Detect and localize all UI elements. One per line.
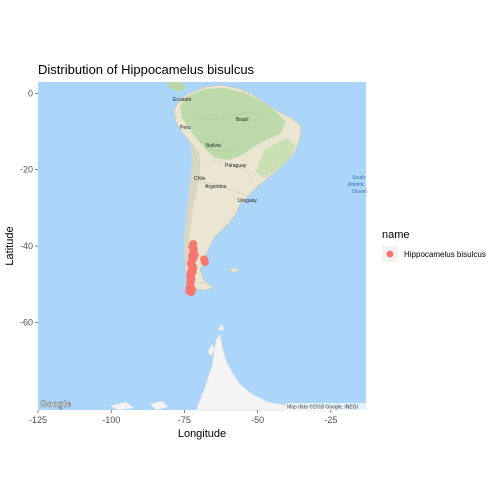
antarctica-islands: [109, 323, 225, 411]
basemap: Ecuador Brasil Peru Bolivia Paraguay Chi…: [38, 82, 367, 411]
ocean-label-line-2: Atlantic: [348, 182, 365, 188]
y-tick-label: 0: [28, 88, 33, 98]
map-label-argentina: Argentina: [205, 184, 227, 190]
google-logo: Google: [40, 399, 71, 409]
x-tick-label: -125: [29, 415, 47, 425]
y-axis-title: Latitude: [4, 226, 16, 265]
data-points: [185, 240, 209, 297]
ocean-label-line-1: South: [352, 175, 365, 181]
map-label-peru: Peru: [180, 125, 191, 131]
y-tick-label: -40: [20, 241, 33, 251]
x-tick-label: -25: [324, 415, 337, 425]
map-label-uruguay: Uruguay: [238, 198, 257, 204]
forest-region: [180, 88, 286, 160]
falkland-islands: [229, 267, 239, 273]
x-tick-label: -75: [178, 415, 191, 425]
attribution-background: [286, 403, 366, 410]
x-tick-label: -100: [102, 415, 120, 425]
map-label-brasil: Brasil: [236, 117, 249, 123]
legend: name Hippocamelus bisulcus: [382, 229, 486, 262]
map-label-paraguay: Paraguay: [225, 163, 247, 169]
central-america: [166, 82, 186, 92]
andes-region: [184, 140, 200, 268]
map-attribution: Map data ©2018 Google, INEGI: [287, 404, 358, 411]
country-borders: [195, 111, 263, 213]
map-label-bolivia: Bolivia: [206, 143, 221, 149]
data-point: [200, 258, 209, 267]
legend-title: name: [382, 229, 410, 241]
chart-title: Distribution of Hippocamelus bisulcus: [38, 62, 255, 77]
legend-swatch: [386, 250, 394, 258]
x-axis-title: Longitude: [178, 428, 226, 440]
map-label-ecuador: Ecuador: [173, 97, 192, 103]
legend-label: Hippocamelus bisulcus: [404, 250, 486, 259]
map-label-chile: Chile: [194, 176, 206, 182]
x-axis: -125 -100 -75 -50 -25: [29, 410, 337, 425]
data-point: [187, 288, 196, 297]
ocean-label-line-3: Ocean: [352, 189, 367, 195]
x-tick-label: -50: [251, 415, 264, 425]
y-axis: 0 -20 -40 -60: [20, 88, 38, 327]
coastal-forest: [256, 138, 296, 178]
y-tick-label: -60: [20, 317, 33, 327]
y-tick-label: -20: [20, 165, 33, 175]
